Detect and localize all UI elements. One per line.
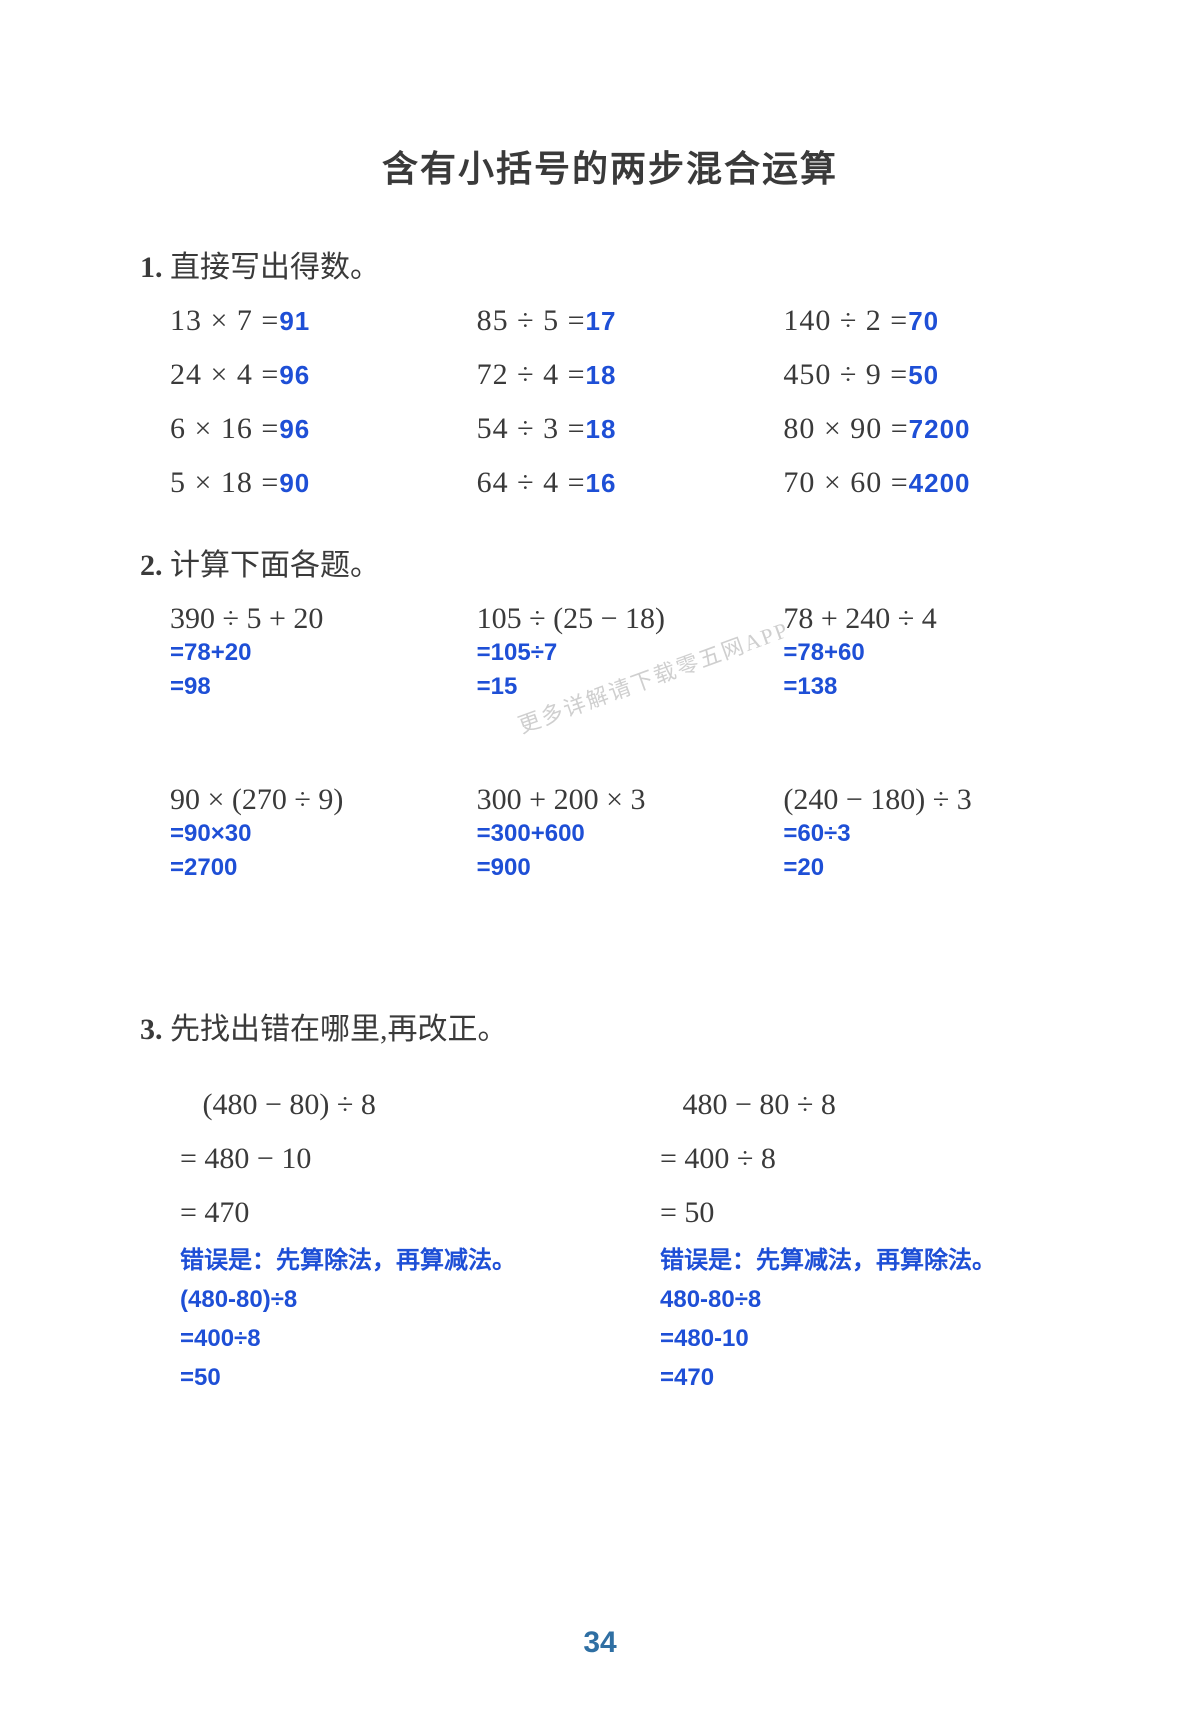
fix-line: =50 bbox=[180, 1361, 600, 1396]
original-line: = 470 bbox=[180, 1186, 600, 1240]
answer: 91 bbox=[279, 306, 310, 336]
section-2-label: 计算下面各题。 bbox=[170, 549, 380, 582]
fix-line: =400÷8 bbox=[180, 1322, 600, 1357]
original-line: = 400 ÷ 8 bbox=[660, 1132, 1080, 1186]
calc-step: =78+60 bbox=[783, 636, 1080, 670]
section-3: 3. 先找出错在哪里,再改正。 (480 − 80) ÷ 8 = 480 − 1… bbox=[140, 1004, 1080, 1395]
section-2-heading: 2. 计算下面各题。 bbox=[140, 540, 1080, 584]
fix-line: 错误是：先算除法，再算减法。 bbox=[180, 1244, 600, 1279]
expr-item: 54 ÷ 3 =18 bbox=[477, 412, 774, 446]
section-1-number: 1. bbox=[140, 251, 163, 284]
question: 6 × 16 = bbox=[170, 412, 279, 445]
calc-step: =60÷3 bbox=[783, 817, 1080, 851]
calc-question: (240 − 180) ÷ 3 bbox=[783, 783, 1080, 817]
expr-item: 13 × 7 =91 bbox=[170, 304, 467, 338]
calc-step: =20 bbox=[783, 851, 1080, 885]
section-3-number: 3. bbox=[140, 1013, 163, 1046]
answer: 4200 bbox=[909, 468, 971, 498]
expr-item: 450 ÷ 9 =50 bbox=[783, 358, 1080, 392]
question: 54 ÷ 3 = bbox=[477, 412, 586, 445]
section-3-heading: 3. 先找出错在哪里,再改正。 bbox=[140, 1004, 1080, 1048]
calc-item: 390 ÷ 5 + 20 =78+20 =98 bbox=[170, 602, 467, 703]
answer: 96 bbox=[279, 414, 310, 444]
original-line: 480 − 80 ÷ 8 bbox=[660, 1078, 1080, 1132]
question: 13 × 7 = bbox=[170, 304, 279, 337]
calc-item: 105 ÷ (25 − 18) =105÷7 =15 bbox=[477, 602, 774, 703]
error-block-left: (480 − 80) ÷ 8 = 480 − 10 = 470 错误是：先算除法… bbox=[180, 1078, 600, 1395]
section-2: 2. 计算下面各题。 390 ÷ 5 + 20 =78+20 =98 105 ÷… bbox=[140, 540, 1080, 884]
calc-step: =2700 bbox=[170, 851, 467, 885]
question: 80 × 90 = bbox=[783, 412, 908, 445]
answer: 50 bbox=[908, 360, 939, 390]
original-line: (480 − 80) ÷ 8 bbox=[180, 1078, 600, 1132]
expr-item: 6 × 16 =96 bbox=[170, 412, 467, 446]
question: 140 ÷ 2 = bbox=[783, 304, 908, 337]
answer: 70 bbox=[908, 306, 939, 336]
question: 85 ÷ 5 = bbox=[477, 304, 586, 337]
fix-line: =480-10 bbox=[660, 1322, 1080, 1357]
calc-step: =98 bbox=[170, 670, 467, 704]
calc-question: 105 ÷ (25 − 18) bbox=[477, 602, 774, 636]
answer: 17 bbox=[586, 306, 617, 336]
section-1-heading: 1. 直接写出得数。 bbox=[140, 242, 1080, 286]
calc-question: 300 + 200 × 3 bbox=[477, 783, 774, 817]
answer: 7200 bbox=[909, 414, 971, 444]
fix-line: 480-80÷8 bbox=[660, 1283, 1080, 1318]
expr-item: 140 ÷ 2 =70 bbox=[783, 304, 1080, 338]
error-fix-grid: (480 − 80) ÷ 8 = 480 − 10 = 470 错误是：先算除法… bbox=[140, 1078, 1080, 1395]
page-number: 34 bbox=[0, 1626, 1200, 1660]
answer: 16 bbox=[586, 468, 617, 498]
question: 5 × 18 = bbox=[170, 466, 279, 499]
error-block-right: 480 − 80 ÷ 8 = 400 ÷ 8 = 50 错误是：先算减法，再算除… bbox=[660, 1078, 1080, 1395]
expr-item: 85 ÷ 5 =17 bbox=[477, 304, 774, 338]
question: 72 ÷ 4 = bbox=[477, 358, 586, 391]
calc-question: 90 × (270 ÷ 9) bbox=[170, 783, 467, 817]
answer: 18 bbox=[586, 360, 617, 390]
calc-step: =78+20 bbox=[170, 636, 467, 670]
calc-item: 78 + 240 ÷ 4 =78+60 =138 bbox=[783, 602, 1080, 703]
expr-item: 64 ÷ 4 =16 bbox=[477, 466, 774, 500]
question: 64 ÷ 4 = bbox=[477, 466, 586, 499]
calc-question: 78 + 240 ÷ 4 bbox=[783, 602, 1080, 636]
calc-question: 390 ÷ 5 + 20 bbox=[170, 602, 467, 636]
section-2-number: 2. bbox=[140, 549, 163, 582]
calc-step: =900 bbox=[477, 851, 774, 885]
fix-line: 错误是：先算减法，再算除法。 bbox=[660, 1244, 1080, 1279]
fix-line: =470 bbox=[660, 1361, 1080, 1396]
answer: 90 bbox=[279, 468, 310, 498]
calc-step: =90×30 bbox=[170, 817, 467, 851]
calc-item: (240 − 180) ÷ 3 =60÷3 =20 bbox=[783, 783, 1080, 884]
question: 70 × 60 = bbox=[783, 466, 908, 499]
fix-line: (480-80)÷8 bbox=[180, 1283, 600, 1318]
calc-item: 90 × (270 ÷ 9) =90×30 =2700 bbox=[170, 783, 467, 884]
expr-item: 72 ÷ 4 =18 bbox=[477, 358, 774, 392]
calc-step: =138 bbox=[783, 670, 1080, 704]
calc-step: =105÷7 bbox=[477, 636, 774, 670]
calc-grid: 390 ÷ 5 + 20 =78+20 =98 105 ÷ (25 − 18) … bbox=[140, 602, 1080, 884]
expr-item: 80 × 90 =7200 bbox=[783, 412, 1080, 446]
expr-item: 24 × 4 =96 bbox=[170, 358, 467, 392]
page-title: 含有小括号的两步混合运算 bbox=[140, 140, 1080, 192]
original-line: = 480 − 10 bbox=[180, 1132, 600, 1186]
calc-step: =300+600 bbox=[477, 817, 774, 851]
answer: 18 bbox=[586, 414, 617, 444]
expr-item: 5 × 18 =90 bbox=[170, 466, 467, 500]
mental-math-grid: 13 × 7 =91 85 ÷ 5 =17 140 ÷ 2 =70 24 × 4… bbox=[140, 304, 1080, 500]
section-1-label: 直接写出得数。 bbox=[170, 251, 380, 284]
expr-item: 70 × 60 =4200 bbox=[783, 466, 1080, 500]
section-3-label: 先找出错在哪里,再改正。 bbox=[170, 1013, 508, 1046]
question: 450 ÷ 9 = bbox=[783, 358, 908, 391]
calc-step: =15 bbox=[477, 670, 774, 704]
section-1: 1. 直接写出得数。 13 × 7 =91 85 ÷ 5 =17 140 ÷ 2… bbox=[140, 242, 1080, 500]
answer: 96 bbox=[279, 360, 310, 390]
original-line: = 50 bbox=[660, 1186, 1080, 1240]
calc-item: 300 + 200 × 3 =300+600 =900 bbox=[477, 783, 774, 884]
question: 24 × 4 = bbox=[170, 358, 279, 391]
